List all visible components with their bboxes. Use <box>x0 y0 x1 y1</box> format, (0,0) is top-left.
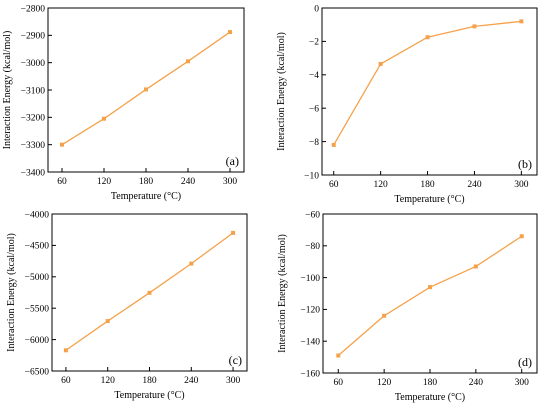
plot-frame <box>321 7 538 176</box>
data-point <box>60 142 64 147</box>
y-tick-label: −120 <box>300 306 320 316</box>
y-tick-label: −10 <box>304 171 319 181</box>
panel-b: −10 −8 −6 −4 −2 0 60 120 180 240 300 Temperature (°… <box>276 4 538 205</box>
panel-d: −160 −140 −120 −100 −80 −60 60 120 180 240 300 Temp… <box>277 210 538 403</box>
y-tick-label: −3200 <box>21 114 46 124</box>
x-tick-label: 300 <box>515 378 530 388</box>
panel-label: (a) <box>226 154 239 168</box>
panel-label: (c) <box>229 353 242 367</box>
y-tick-label: −2 <box>309 38 319 48</box>
y-tick-label: −5500 <box>25 305 50 315</box>
y-tick-label: −3300 <box>21 141 46 151</box>
y-tick-label: −80 <box>305 242 320 252</box>
x-axis-title: Temperature (°C) <box>114 390 184 401</box>
y-tick-label: −60 <box>305 210 320 220</box>
x-tick-label: 180 <box>420 180 435 190</box>
x-tick-label: 60 <box>334 378 344 388</box>
x-tick-label: 120 <box>101 376 116 386</box>
panel-a: −3400 −3300 −3200 −3100 −3000 −2900 −2800 60 120… <box>2 4 245 202</box>
y-tick-label: 0 <box>314 4 319 14</box>
y-axis-title: Interaction Energy (kcal/mol) <box>276 32 287 151</box>
x-tick-label: 180 <box>423 378 438 388</box>
y-tick-label: −8 <box>309 138 319 148</box>
x-tick-label: 240 <box>184 376 199 386</box>
data-point <box>228 30 232 35</box>
data-point <box>186 59 190 64</box>
data-point <box>331 142 336 147</box>
data-point <box>519 19 524 24</box>
y-tick-label: −6 <box>309 105 319 115</box>
y-tick-label: −100 <box>300 274 320 284</box>
y-tick-label: −160 <box>300 369 320 379</box>
x-tick-label: 240 <box>181 177 196 187</box>
y-tick-label: −6500 <box>25 367 50 377</box>
x-tick-label: 180 <box>139 177 154 187</box>
x-tick-label: 60 <box>61 376 71 386</box>
series-line <box>337 235 523 357</box>
y-tick-label: −3400 <box>21 168 46 178</box>
x-axis-title: Temperature (°C) <box>394 194 464 205</box>
panel-label: (b) <box>518 157 532 171</box>
x-tick-label: 240 <box>469 378 484 388</box>
y-axis-title: Interaction Energy (kcal/mol) <box>6 233 17 352</box>
data-point <box>231 230 236 235</box>
y-tick-label: −2900 <box>21 32 46 42</box>
data-point <box>105 319 110 324</box>
data-point <box>102 116 106 121</box>
data-point <box>382 313 387 318</box>
x-tick-label: 120 <box>374 180 389 190</box>
y-tick-label: −6000 <box>25 336 50 346</box>
data-point <box>63 348 68 353</box>
data-point <box>378 61 383 66</box>
data-point <box>472 24 477 29</box>
x-tick-label: 240 <box>467 180 482 190</box>
data-point <box>473 264 478 269</box>
data-point <box>189 261 194 266</box>
x-tick-label: 60 <box>329 180 339 190</box>
x-axis-title: Temperature (°C) <box>395 392 465 403</box>
data-point <box>147 290 152 295</box>
x-tick-label: 300 <box>514 180 529 190</box>
y-tick-label: −140 <box>300 338 320 348</box>
y-tick-label: −3000 <box>21 59 46 69</box>
data-point <box>336 353 341 358</box>
y-tick-label: −5000 <box>25 273 50 283</box>
panel-label: (d) <box>518 355 532 369</box>
y-tick-label: −2800 <box>21 4 46 14</box>
y-tick-label: −3100 <box>21 86 46 96</box>
x-tick-label: 300 <box>223 177 238 187</box>
data-point <box>144 87 148 92</box>
data-point <box>425 35 430 40</box>
y-tick-label: −4 <box>309 71 319 81</box>
y-axis-title: Interaction Energy (kcal/mol) <box>2 31 13 150</box>
series-line <box>333 20 522 146</box>
x-tick-label: 180 <box>142 376 157 386</box>
x-axis-title: Temperature (°C) <box>111 191 181 202</box>
y-axis-title: Interaction Energy (kcal/mol) <box>277 234 288 353</box>
plot-frame <box>322 213 538 374</box>
data-point <box>428 285 432 290</box>
x-tick-label: 300 <box>226 376 241 386</box>
data-point <box>519 234 524 239</box>
x-tick-label: 120 <box>377 378 392 388</box>
x-tick-label: 120 <box>97 177 112 187</box>
x-tick-label: 60 <box>57 177 67 187</box>
panel-c: −6500 −6000 −5500 −5000 −4500 −4000 60 120 180 24… <box>6 210 248 401</box>
y-tick-label: −4500 <box>25 242 50 252</box>
y-tick-label: −4000 <box>25 210 50 220</box>
